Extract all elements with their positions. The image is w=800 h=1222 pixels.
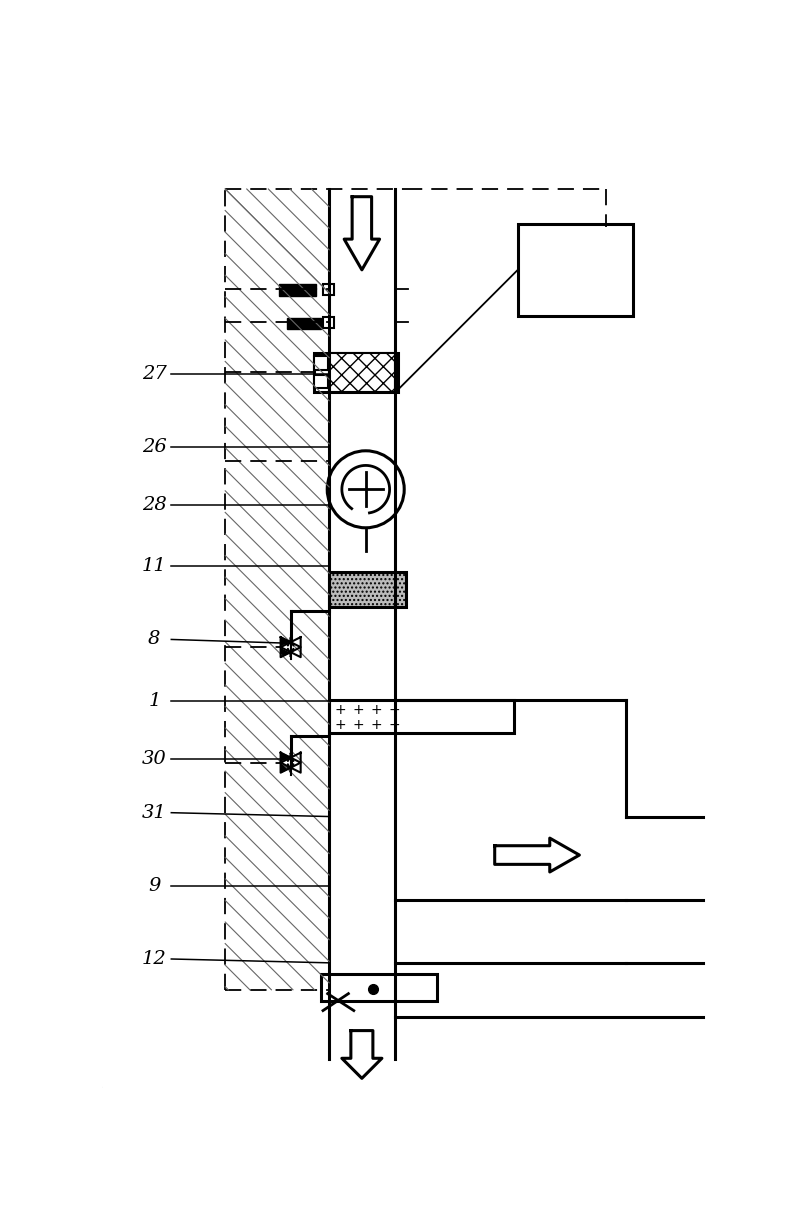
Text: 11: 11	[142, 557, 166, 576]
Text: +: +	[388, 717, 400, 732]
Text: +: +	[335, 717, 346, 732]
Text: 27: 27	[142, 365, 166, 382]
Bar	[322, 974, 437, 1001]
Text: +: +	[370, 717, 382, 732]
Bar	[314, 375, 328, 389]
Bar	[323, 284, 334, 296]
Polygon shape	[281, 753, 301, 772]
Bar	[518, 224, 634, 316]
Text: 1: 1	[148, 692, 161, 710]
Text: +: +	[353, 703, 364, 716]
Text: 12: 12	[142, 949, 166, 968]
Text: 8: 8	[148, 631, 161, 649]
Bar	[329, 699, 514, 733]
Text: 28: 28	[142, 496, 166, 513]
Polygon shape	[342, 1030, 382, 1078]
Text: 31: 31	[142, 804, 166, 821]
Bar	[314, 356, 328, 370]
Polygon shape	[281, 637, 301, 657]
Bar	[287, 318, 321, 329]
Text: +: +	[388, 703, 400, 716]
Text: 26: 26	[142, 437, 166, 456]
Text: 30: 30	[142, 750, 166, 767]
Text: +: +	[370, 703, 382, 716]
Bar	[323, 316, 334, 327]
Polygon shape	[494, 838, 579, 873]
Bar	[279, 284, 316, 296]
Bar	[314, 353, 398, 391]
Polygon shape	[344, 197, 379, 270]
Text: +: +	[353, 717, 364, 732]
Text: 9: 9	[148, 877, 161, 895]
Text: +: +	[335, 703, 346, 716]
Bar	[329, 572, 406, 607]
Polygon shape	[281, 753, 301, 772]
Polygon shape	[281, 637, 301, 657]
Bar	[329, 353, 394, 391]
Circle shape	[327, 451, 404, 528]
